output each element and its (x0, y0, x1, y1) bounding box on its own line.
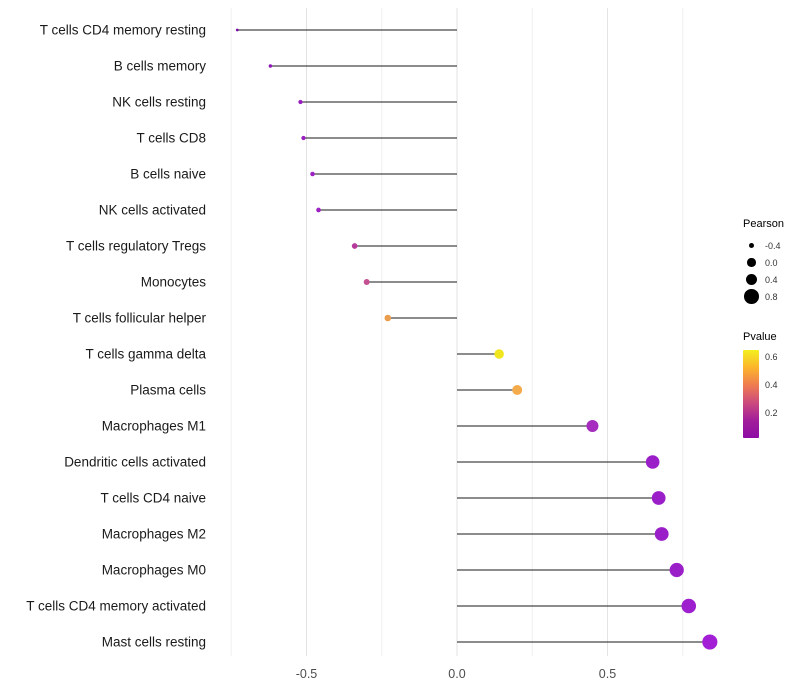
pvalue-tick-mark (759, 412, 762, 414)
category-label: Macrophages M0 (102, 563, 206, 578)
data-point (651, 491, 666, 505)
pearson-size-legend: Pearson -0.4 0.0 0.4 0.8 (743, 218, 799, 305)
data-point (645, 455, 660, 469)
data-point (235, 28, 239, 32)
pvalue-legend-title: Pvalue (743, 331, 777, 343)
category-label: Macrophages M1 (102, 419, 206, 434)
data-point (268, 64, 273, 68)
pearson-legend-dot-box (743, 237, 760, 254)
data-point (301, 135, 306, 141)
data-point (310, 171, 315, 177)
data-point (494, 349, 504, 359)
category-label: T cells CD4 memory resting (40, 23, 206, 38)
category-label: B cells naive (130, 167, 206, 182)
category-label: Plasma cells (130, 383, 206, 398)
data-point (681, 598, 697, 614)
x-axis-tick-label: 0.0 (448, 667, 465, 681)
category-label: T cells gamma delta (85, 347, 206, 362)
x-axis-tick-label: -0.5 (296, 667, 318, 681)
pearson-legend-entry: 0.4 (743, 271, 799, 288)
category-label: T cells CD8 (136, 131, 206, 146)
data-point (702, 634, 718, 650)
pearson-legend-entry: -0.4 (743, 237, 799, 254)
category-label: Mast cells resting (102, 635, 206, 650)
category-label: B cells memory (114, 59, 207, 74)
pvalue-tick-label: 0.4 (765, 379, 778, 390)
data-point (384, 314, 392, 322)
pearson-legend-entry: 0.0 (743, 254, 799, 271)
category-label: Dendritic cells activated (64, 455, 206, 470)
pearson-legend-label: 0.4 (765, 274, 778, 285)
pvalue-tick-mark (759, 384, 762, 386)
data-point (363, 279, 370, 285)
pearson-legend-dot-box (743, 271, 760, 288)
pvalue-color-legend: Pvalue 0.6 0.4 0.2 (743, 331, 799, 438)
pearson-legend-entry: 0.8 (743, 288, 799, 305)
data-point (586, 420, 599, 432)
pearson-legend-label: -0.4 (765, 240, 781, 251)
category-label: Macrophages M2 (102, 527, 206, 542)
pearson-legend-dot (747, 258, 756, 267)
pearson-legend-label: 0.0 (765, 257, 778, 268)
pvalue-tick-label: 0.6 (765, 351, 778, 362)
data-point (351, 243, 358, 249)
category-label: T cells regulatory Tregs (66, 239, 206, 254)
pvalue-tick-label: 0.2 (765, 407, 778, 418)
pearson-legend-dot (748, 242, 755, 249)
pearson-legend-label: 0.8 (765, 291, 778, 302)
pearson-legend-dot-box (743, 254, 760, 271)
pvalue-gradient-bar (743, 350, 759, 438)
category-label: Monocytes (141, 275, 207, 290)
x-axis-tick-label: 0.5 (599, 667, 616, 681)
data-point (654, 527, 669, 541)
category-label: T cells follicular helper (73, 311, 207, 326)
category-label: T cells CD4 naive (100, 491, 206, 506)
pearson-legend-title: Pearson (743, 218, 784, 230)
data-point (512, 385, 523, 395)
category-label: NK cells activated (99, 203, 206, 218)
pvalue-gradient-row: 0.6 0.4 0.2 (743, 350, 799, 438)
category-label: NK cells resting (112, 95, 206, 110)
category-label: T cells CD4 memory activated (26, 599, 206, 614)
pearson-legend-dot (745, 273, 758, 286)
legend-panel: Pearson -0.4 0.0 0.4 0.8 Pvalue 0.6 0.4 0.2 (743, 218, 799, 438)
pearson-legend-dot (744, 289, 759, 304)
data-point (316, 207, 321, 213)
pearson-legend-entries: -0.4 0.0 0.4 0.8 (743, 237, 799, 305)
data-point (669, 562, 684, 578)
pvalue-tick-mark (759, 356, 762, 358)
pvalue-gradient-ticks: 0.6 0.4 0.2 (759, 350, 791, 438)
pearson-legend-dot-box (743, 288, 760, 305)
data-point (298, 99, 303, 105)
